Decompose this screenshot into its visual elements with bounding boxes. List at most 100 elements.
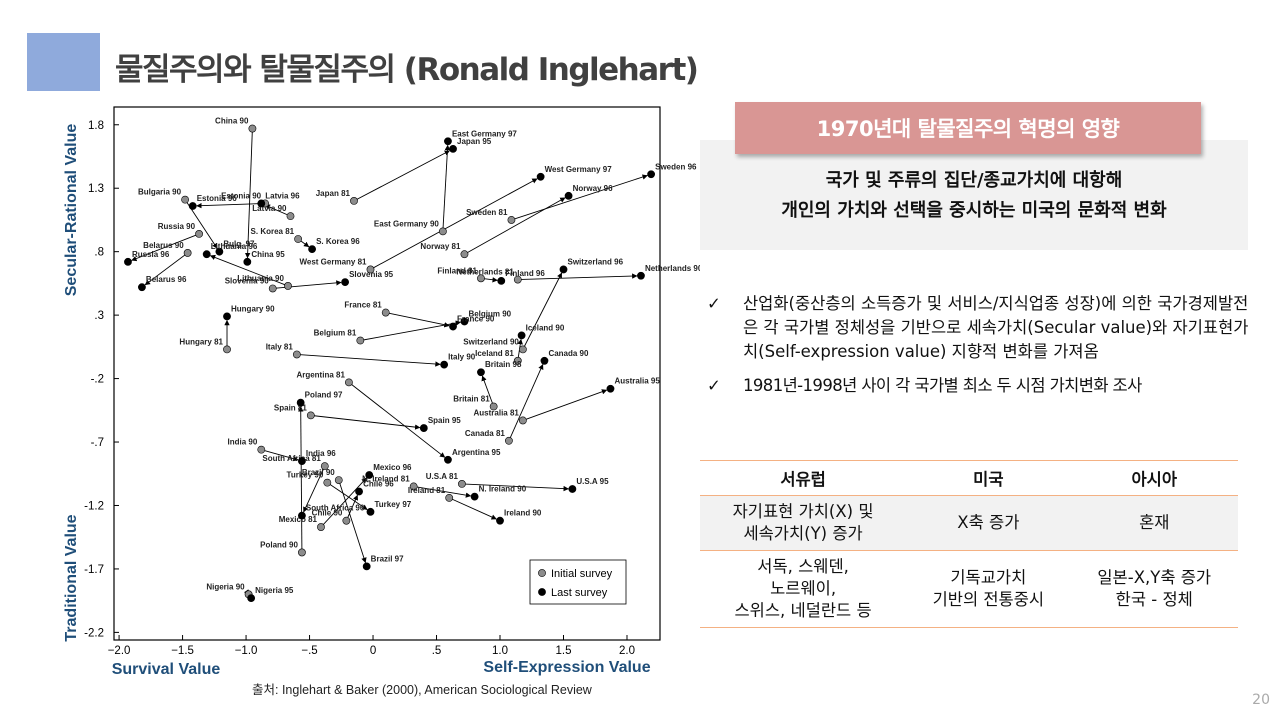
point-label: Canada 90	[548, 349, 589, 358]
change-arrow	[464, 197, 566, 255]
y-tick-label: 1.3	[88, 183, 104, 195]
point-label: Estonia 96	[197, 194, 238, 203]
point-label: Hungary 81	[179, 337, 223, 346]
point	[365, 471, 374, 479]
cell: 혼재	[1070, 495, 1238, 551]
change-arrow	[296, 354, 441, 367]
point-label: Nigeria 95	[255, 586, 294, 595]
point	[308, 245, 316, 254]
point-label: Sweden 81	[466, 208, 508, 217]
point-label: South Africa 81	[262, 454, 321, 463]
x-tick-label: −1.5	[171, 645, 194, 657]
cell: 서독, 스웨덴, 노르웨이, 스위스, 네덜란드 등	[700, 550, 907, 628]
point	[247, 594, 256, 603]
point-label: Bulg. 97	[223, 240, 255, 249]
point	[243, 257, 252, 266]
point-label: Finland 96	[505, 269, 545, 278]
point-label: Mexico 81	[279, 515, 318, 524]
point	[181, 195, 190, 204]
change-arrow	[522, 389, 608, 421]
point-label: Mexico 96	[373, 463, 412, 472]
point	[513, 356, 522, 365]
table-row: 서독, 스웨덴, 노르웨이, 스위스, 네덜란드 등 기독교가치 기반의 전통중…	[700, 550, 1238, 628]
change-arrow	[310, 414, 421, 430]
point-label: Australia 95	[614, 377, 660, 386]
point-label: Australia 81	[474, 408, 520, 417]
point-label: Italy 90	[448, 353, 476, 362]
point-label: Spain 95	[428, 416, 461, 425]
x-tick-label: 1.5	[555, 645, 571, 657]
point	[257, 445, 266, 454]
point-label: N. Ireland 90	[479, 485, 527, 494]
point	[298, 511, 306, 520]
change-arrow	[385, 312, 450, 328]
point-label: Netherlands 81	[456, 268, 514, 277]
point	[268, 284, 277, 293]
x-tick-label: 1.0	[492, 645, 508, 657]
point	[366, 265, 375, 274]
table-header: 서유럽 미국 아시아	[700, 460, 1238, 496]
point	[284, 282, 292, 290]
change-arrow	[511, 174, 648, 221]
point	[449, 322, 457, 331]
point-label: East Germany 97	[452, 129, 517, 138]
table-row: 자기표현 가치(X) 및 세속가치(Y) 증가 X축 증가 혼재	[700, 495, 1238, 551]
point-label: Slovenia 90	[225, 276, 270, 285]
y-tick-label: -1.7	[84, 564, 104, 576]
change-arrow	[272, 280, 342, 289]
cell: 일본-X,Y축 증가 한국 - 정체	[1070, 550, 1238, 628]
point-label: U.S.A 95	[576, 477, 609, 486]
y-tick-label: -1.2	[84, 500, 104, 512]
legend-label: Initial survey	[551, 568, 613, 580]
change-arrow	[131, 233, 200, 262]
point-label: Finland 81	[437, 266, 477, 275]
point	[513, 275, 522, 284]
x-tick-label: −.5	[301, 645, 317, 657]
change-arrow	[144, 252, 188, 286]
x-tick-label: 2.0	[619, 645, 635, 657]
point-label: Argentina 95	[452, 448, 501, 457]
point-label: Lithuania 96	[211, 242, 258, 251]
change-arrow	[261, 449, 299, 462]
point-label: China 90	[215, 117, 249, 126]
panel-summary: 국가 및 주류의 집단/종교가치에 대항해 개인의 가치와 선택을 중시하는 미…	[700, 140, 1248, 250]
point	[320, 462, 329, 471]
point-label: Britain 98	[485, 360, 522, 369]
point-label: Ireland 81	[408, 486, 446, 495]
change-arrow	[449, 497, 497, 520]
point	[341, 278, 349, 287]
point-label: Iceland 90	[526, 323, 565, 332]
change-arrow	[345, 494, 359, 521]
point	[518, 416, 527, 425]
point-label: Poland 90	[260, 540, 298, 549]
y-tick-label: .8	[94, 247, 104, 259]
point-label: Japan 81	[316, 189, 351, 198]
point	[540, 356, 549, 365]
point-label: Norway 96	[573, 184, 614, 193]
point	[477, 274, 485, 283]
slide-title: 물질주의와 탈물질주의 (Ronald Inglehart)	[115, 52, 699, 88]
point-label: France 81	[344, 301, 382, 310]
point-label: Latvia 96	[265, 191, 300, 200]
point-label: Spain 81	[274, 403, 307, 412]
point	[517, 331, 526, 340]
bullet: 산업화(중산층의 소득증가 및 서비스/지식업종 성장)에 의한 국가경제발전은…	[705, 292, 1250, 364]
point-label: Belarus 96	[146, 275, 187, 284]
y-tick-label: .3	[94, 310, 104, 322]
point	[477, 368, 485, 377]
point-label: West Germany 81	[299, 257, 367, 266]
point-label: Slovenia 95	[349, 270, 394, 279]
point	[323, 478, 332, 487]
point	[409, 482, 418, 491]
cell: X축 증가	[906, 495, 1071, 551]
point	[536, 172, 545, 181]
change-arrow	[522, 272, 563, 350]
point	[460, 317, 469, 326]
x-tick-label: −2.0	[108, 645, 131, 657]
point	[489, 402, 498, 411]
bullet: 1981년-1998년 사이 각 국가별 최소 두 시점 가치변화 조사	[705, 374, 1250, 398]
point-label: Bulgaria 90	[138, 188, 182, 197]
point-label: Turkey 90	[287, 471, 324, 480]
point-label: Iceland 81	[475, 349, 514, 358]
point	[518, 345, 527, 354]
